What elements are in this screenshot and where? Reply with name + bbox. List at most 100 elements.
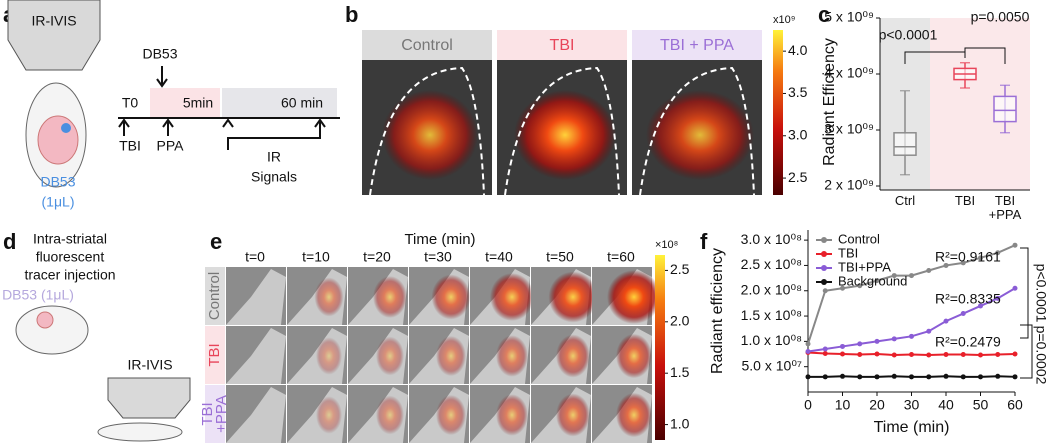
device-label: IR-IVIS [31, 13, 76, 29]
title-line: Intra-striatal [33, 231, 107, 247]
x-tick-label: TBI +PPA [988, 194, 1022, 222]
column-label: t=30 [424, 249, 452, 265]
skull-outline [504, 66, 620, 196]
y-tick-label: 2.0 x 10⁰⁸ [741, 281, 802, 297]
panel-a: IR-IVIS DB53 (1μL) DB53 T0 5min 60 min T… [7, 0, 340, 210]
point [822, 351, 828, 357]
point [840, 285, 845, 291]
box [893, 132, 917, 156]
annotation: p<0.0001 [879, 27, 938, 43]
p-label: p=0.0002 [1033, 326, 1049, 385]
panel-d: Intra-striatal fluorescent tracer inject… [2, 231, 191, 442]
signal [436, 335, 466, 377]
mouse [15, 305, 89, 355]
point [926, 328, 932, 334]
colorbar-tick-label: 3.0 [788, 126, 808, 142]
point [978, 374, 983, 380]
point [943, 352, 949, 358]
event-label: TBI [119, 138, 141, 154]
point [909, 352, 914, 358]
x-tick-label: 30 [904, 397, 920, 413]
title-line: tracer injection [24, 267, 115, 283]
row-label: +PPA [213, 395, 230, 433]
point [995, 295, 1001, 301]
point [822, 346, 828, 352]
signal [607, 270, 661, 324]
dye-label: DB53 [40, 174, 75, 190]
bracket [222, 118, 326, 150]
ivis-device [107, 377, 191, 419]
skull-outline [369, 66, 485, 196]
arrow [118, 118, 174, 136]
colorbar-tick-label: 1.5 [670, 364, 690, 380]
row-header [205, 385, 225, 443]
colorbar [655, 255, 665, 440]
point [805, 341, 811, 347]
point [978, 255, 983, 261]
x-tick-label: Ctrl [894, 194, 916, 208]
point [960, 374, 966, 380]
signal [496, 394, 528, 436]
signal [382, 90, 478, 180]
y-tick-label: 5.0 x 10⁰⁷ [742, 357, 803, 373]
point [943, 373, 949, 379]
signal [548, 271, 598, 323]
y-axis-label: Radiant efficiency [709, 248, 726, 374]
r2-label: R²=0.9161 [935, 249, 1001, 265]
point [857, 352, 863, 358]
x-tick-label: 40 [938, 397, 954, 413]
point [909, 333, 914, 339]
legend-label: TBI+PPA [838, 259, 891, 274]
signal [314, 277, 344, 317]
group-label: TBI + PPA [660, 37, 734, 54]
p-label: p<0.0001 [1033, 264, 1049, 323]
tbi-window [150, 88, 220, 118]
signal [556, 393, 590, 437]
x-tick-label: 0 [804, 397, 812, 413]
brain [36, 311, 54, 329]
point [926, 352, 932, 358]
point [926, 268, 932, 273]
x-tick-label: 20 [869, 397, 885, 413]
arrow [156, 66, 168, 88]
box [993, 95, 1017, 123]
generated: Control TBI TBI + PPAx10⁹4.03.53.02.5Time … [199, 9, 1049, 443]
point [1012, 351, 1018, 357]
point [891, 273, 897, 279]
point [857, 374, 863, 380]
r2-label: R²=0.2479 [935, 334, 1001, 350]
point [857, 283, 863, 289]
panel-label: e [210, 229, 222, 254]
legend-label: Control [838, 231, 880, 246]
axis-title: Time (min) [404, 231, 475, 248]
group-label: TBI [550, 37, 575, 54]
colorbar-tick-label: 4.0 [788, 42, 808, 58]
point [1012, 374, 1018, 380]
colorbar-tick-label: 2.5 [788, 169, 808, 185]
imaging-window [222, 88, 337, 118]
point [891, 336, 897, 342]
y-tick-label: 3 x 10⁰⁹ [824, 121, 874, 137]
column-label: t=10 [302, 249, 330, 265]
group-header [497, 30, 627, 60]
tissue [226, 328, 286, 384]
point [874, 374, 880, 380]
point [874, 278, 880, 284]
legend-marker [821, 237, 827, 243]
device-label: IR-IVIS [127, 357, 172, 373]
group-header [632, 30, 762, 60]
point [995, 373, 1001, 379]
x-tick-label-box: TBI [955, 194, 975, 208]
y-tick-label: 3.0 x 10⁰⁸ [741, 231, 802, 247]
signal [316, 337, 342, 375]
signal [556, 334, 590, 378]
point [909, 273, 914, 279]
legend-marker [821, 265, 827, 271]
x-tick-label: 50 [973, 397, 989, 413]
point [891, 352, 897, 358]
group-header [362, 30, 492, 60]
point [960, 311, 966, 317]
mouse [97, 422, 183, 442]
signal [436, 394, 466, 436]
signal-label: IR [267, 149, 281, 165]
